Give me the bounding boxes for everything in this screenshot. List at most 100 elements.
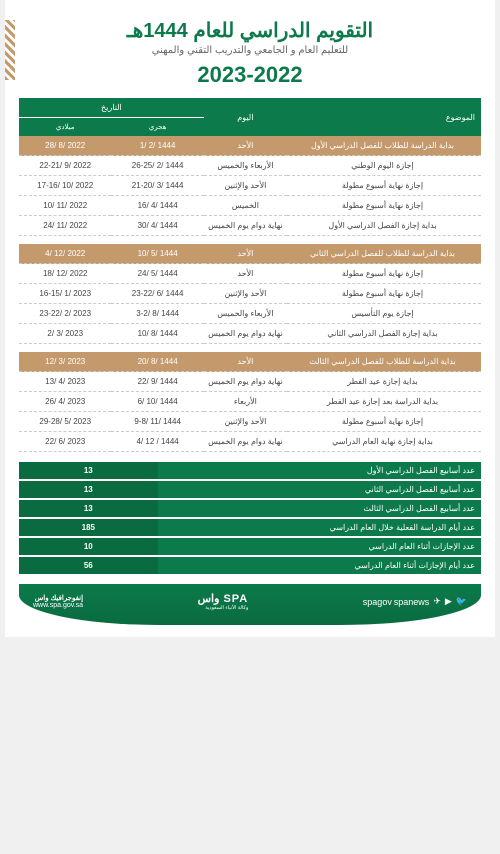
cell-day: الأربعاء والخميس <box>204 304 287 324</box>
table-row: بداية الدراسة للطلاب للفصل الدراسي الأول… <box>19 136 481 156</box>
stats-label: عدد أسابيع الفصل الدراسي الثاني <box>158 481 481 498</box>
cell-hijri: 1444 /8 /20 <box>111 352 203 372</box>
cell-gregorian: 2023 /4 /13 <box>19 372 111 392</box>
table-row: إجازة نهاية أسبوع مطولة الأحد 1444 /5 /2… <box>19 264 481 284</box>
cell-hijri: 1444 /4 /16 <box>111 196 203 216</box>
cell-subject: إجازة نهاية أسبوع مطولة <box>287 196 481 216</box>
youtube-icon: ▶ <box>445 596 452 607</box>
cell-day: نهاية دوام يوم الخميس <box>204 324 287 344</box>
cell-hijri: 1444 /8 /10 <box>111 324 203 344</box>
cell-hijri: 1444 /8 /3-2 <box>111 304 203 324</box>
cell-subject: إجازة نهاية أسبوع مطولة <box>287 284 481 304</box>
cell-hijri: 1444 /10 /6 <box>111 392 203 412</box>
cell-subject: إجازة نهاية أسبوع مطولة <box>287 264 481 284</box>
semester2-table: بداية الدراسة للطلاب للفصل الدراسي الثان… <box>19 244 481 344</box>
cell-gregorian: 2023 /1 /16-15 <box>19 284 111 304</box>
stats-value: 10 <box>19 538 158 555</box>
th-day: اليوم <box>204 98 287 136</box>
cell-subject: بداية الدراسة بعد إجازة عيد الفطر <box>287 392 481 412</box>
semester1-table: الموضوع اليوم التاريخ هجري ميلادي بداية … <box>19 98 481 236</box>
stats-row: عدد أسابيع الفصل الدراسي الأول 13 <box>19 462 481 479</box>
th-subject: الموضوع <box>287 98 481 136</box>
table-header: الموضوع اليوم التاريخ هجري ميلادي <box>19 98 481 136</box>
cell-subject: بداية الدراسة للطلاب للفصل الدراسي الأول <box>287 136 481 156</box>
cell-hijri: 1444 /2 /26-25 <box>111 156 203 176</box>
table-row: بداية الدراسة للطلاب للفصل الدراسي الثال… <box>19 352 481 372</box>
cell-subject: إجازة اليوم الوطني <box>287 156 481 176</box>
footer: 🐦 ▶ ✈ spagov spanews SPA واس وكالة الأنب… <box>19 584 481 625</box>
table-row: إجازة نهاية أسبوع مطولة الأحد والإثنين 1… <box>19 412 481 432</box>
cell-subject: بداية الدراسة للطلاب للفصل الدراسي الثال… <box>287 352 481 372</box>
table-row: إجازة اليوم الوطني الأربعاء والخميس 1444… <box>19 156 481 176</box>
table-row: إجازة نهاية أسبوع مطولة الخميس 1444 /4 /… <box>19 196 481 216</box>
cell-gregorian: 2023 /4 /26 <box>19 392 111 412</box>
stats-value: 13 <box>19 500 158 517</box>
decor-pattern <box>5 20 15 80</box>
stats-label: عدد أيام الإجازات أثناء العام الدراسي <box>158 557 481 574</box>
cell-gregorian: 2022 /11 /10 <box>19 196 111 216</box>
table-row: بداية الدراسة للطلاب للفصل الدراسي الثان… <box>19 244 481 264</box>
cell-subject: إجازة نهاية أسبوع مطولة <box>287 176 481 196</box>
stats-value: 13 <box>19 481 158 498</box>
stats-value: 13 <box>19 462 158 479</box>
table-row: إجازة نهاية أسبوع مطولة الأحد والإثنين 1… <box>19 176 481 196</box>
telegram-icon: ✈ <box>433 596 441 607</box>
stats-value: 185 <box>19 519 158 536</box>
cell-gregorian: 2022 /8 /28 <box>19 136 111 156</box>
th-hijri: هجري <box>111 117 203 136</box>
cell-day: الأحد والإثنين <box>204 412 287 432</box>
footer-right: إنفوجرافيك واس www.spa.gov.sa <box>33 594 83 609</box>
twitter-icon: 🐦 <box>456 596 467 607</box>
cell-day: الأربعاء والخميس <box>204 156 287 176</box>
cell-gregorian: 2022 /10 /17-16 <box>19 176 111 196</box>
cell-day: نهاية دوام يوم الخميس <box>204 372 287 392</box>
cell-gregorian: 2022 /9 /22-21 <box>19 156 111 176</box>
cell-subject: إجازة نهاية أسبوع مطولة <box>287 412 481 432</box>
cell-day: الأحد <box>204 244 287 264</box>
cell-gregorian: 2022 /12 /18 <box>19 264 111 284</box>
cell-subject: بداية إجازة الفصل الدراسي الثاني <box>287 324 481 344</box>
cell-gregorian: 2023 /5 /29-28 <box>19 412 111 432</box>
spa-logo: SPA واس <box>198 592 249 605</box>
stats-table: عدد أسابيع الفصل الدراسي الأول 13 عدد أس… <box>19 460 481 576</box>
cell-day: الأحد والإثنين <box>204 284 287 304</box>
main-title: التقويم الدراسي للعام 1444هـ <box>19 18 481 43</box>
footer-social: 🐦 ▶ ✈ spagov spanews <box>363 596 467 607</box>
cell-day: نهاية دوام يوم الخميس <box>204 216 287 236</box>
table-row: بداية الدراسة بعد إجازة عيد الفطر الأربع… <box>19 392 481 412</box>
cell-hijri: 1444 /3 /21-20 <box>111 176 203 196</box>
cell-hijri: 1444 /2 /1 <box>111 136 203 156</box>
cell-subject: بداية الدراسة للطلاب للفصل الدراسي الثان… <box>287 244 481 264</box>
cell-day: الأحد <box>204 264 287 284</box>
table-row: إجازة يوم التأسيس الأربعاء والخميس 1444 … <box>19 304 481 324</box>
stats-label: عدد أسابيع الفصل الدراسي الثالث <box>158 500 481 517</box>
header: التقويم الدراسي للعام 1444هـ للتعليم الع… <box>19 18 481 88</box>
brand-text: إنفوجرافيك واس <box>33 594 83 602</box>
stats-value: 56 <box>19 557 158 574</box>
table-row: بداية إجازة الفصل الدراسي الأول نهاية دو… <box>19 216 481 236</box>
cell-subject: بداية إجازة الفصل الدراسي الأول <box>287 216 481 236</box>
stats-row: عدد الإجازات أثناء العام الدراسي 10 <box>19 538 481 555</box>
semester3-table: بداية الدراسة للطلاب للفصل الدراسي الثال… <box>19 352 481 452</box>
cell-day: الأحد والإثنين <box>204 176 287 196</box>
cell-day: الخميس <box>204 196 287 216</box>
agency-name: وكالة الأنباء السعودية <box>198 605 249 611</box>
cell-subject: بداية إجازة نهاية العام الدراسي <box>287 432 481 452</box>
table-row: إجازة نهاية أسبوع مطولة الأحد والإثنين 1… <box>19 284 481 304</box>
social-handle-1: spagov <box>363 597 392 607</box>
cell-gregorian: 2023 /6 /22 <box>19 432 111 452</box>
cell-day: الأحد <box>204 136 287 156</box>
cell-subject: إجازة يوم التأسيس <box>287 304 481 324</box>
stats-row: عدد أسابيع الفصل الدراسي الثاني 13 <box>19 481 481 498</box>
year-range: 2023-2022 <box>19 62 481 88</box>
table-row: بداية إجازة عيد الفطر نهاية دوام يوم الخ… <box>19 372 481 392</box>
table-row: بداية إجازة نهاية العام الدراسي نهاية دو… <box>19 432 481 452</box>
cell-gregorian: 2023 /3 /12 <box>19 352 111 372</box>
subtitle: للتعليم العام و الجامعي والتدريب التقني … <box>19 45 481 56</box>
cell-hijri: 1444 /9 /22 <box>111 372 203 392</box>
cell-gregorian: 2022 /12 /4 <box>19 244 111 264</box>
cell-hijri: 1444 /11 /9-8 <box>111 412 203 432</box>
cell-gregorian: 2022 /11 /24 <box>19 216 111 236</box>
url-text: www.spa.gov.sa <box>33 602 83 609</box>
cell-subject: بداية إجازة عيد الفطر <box>287 372 481 392</box>
